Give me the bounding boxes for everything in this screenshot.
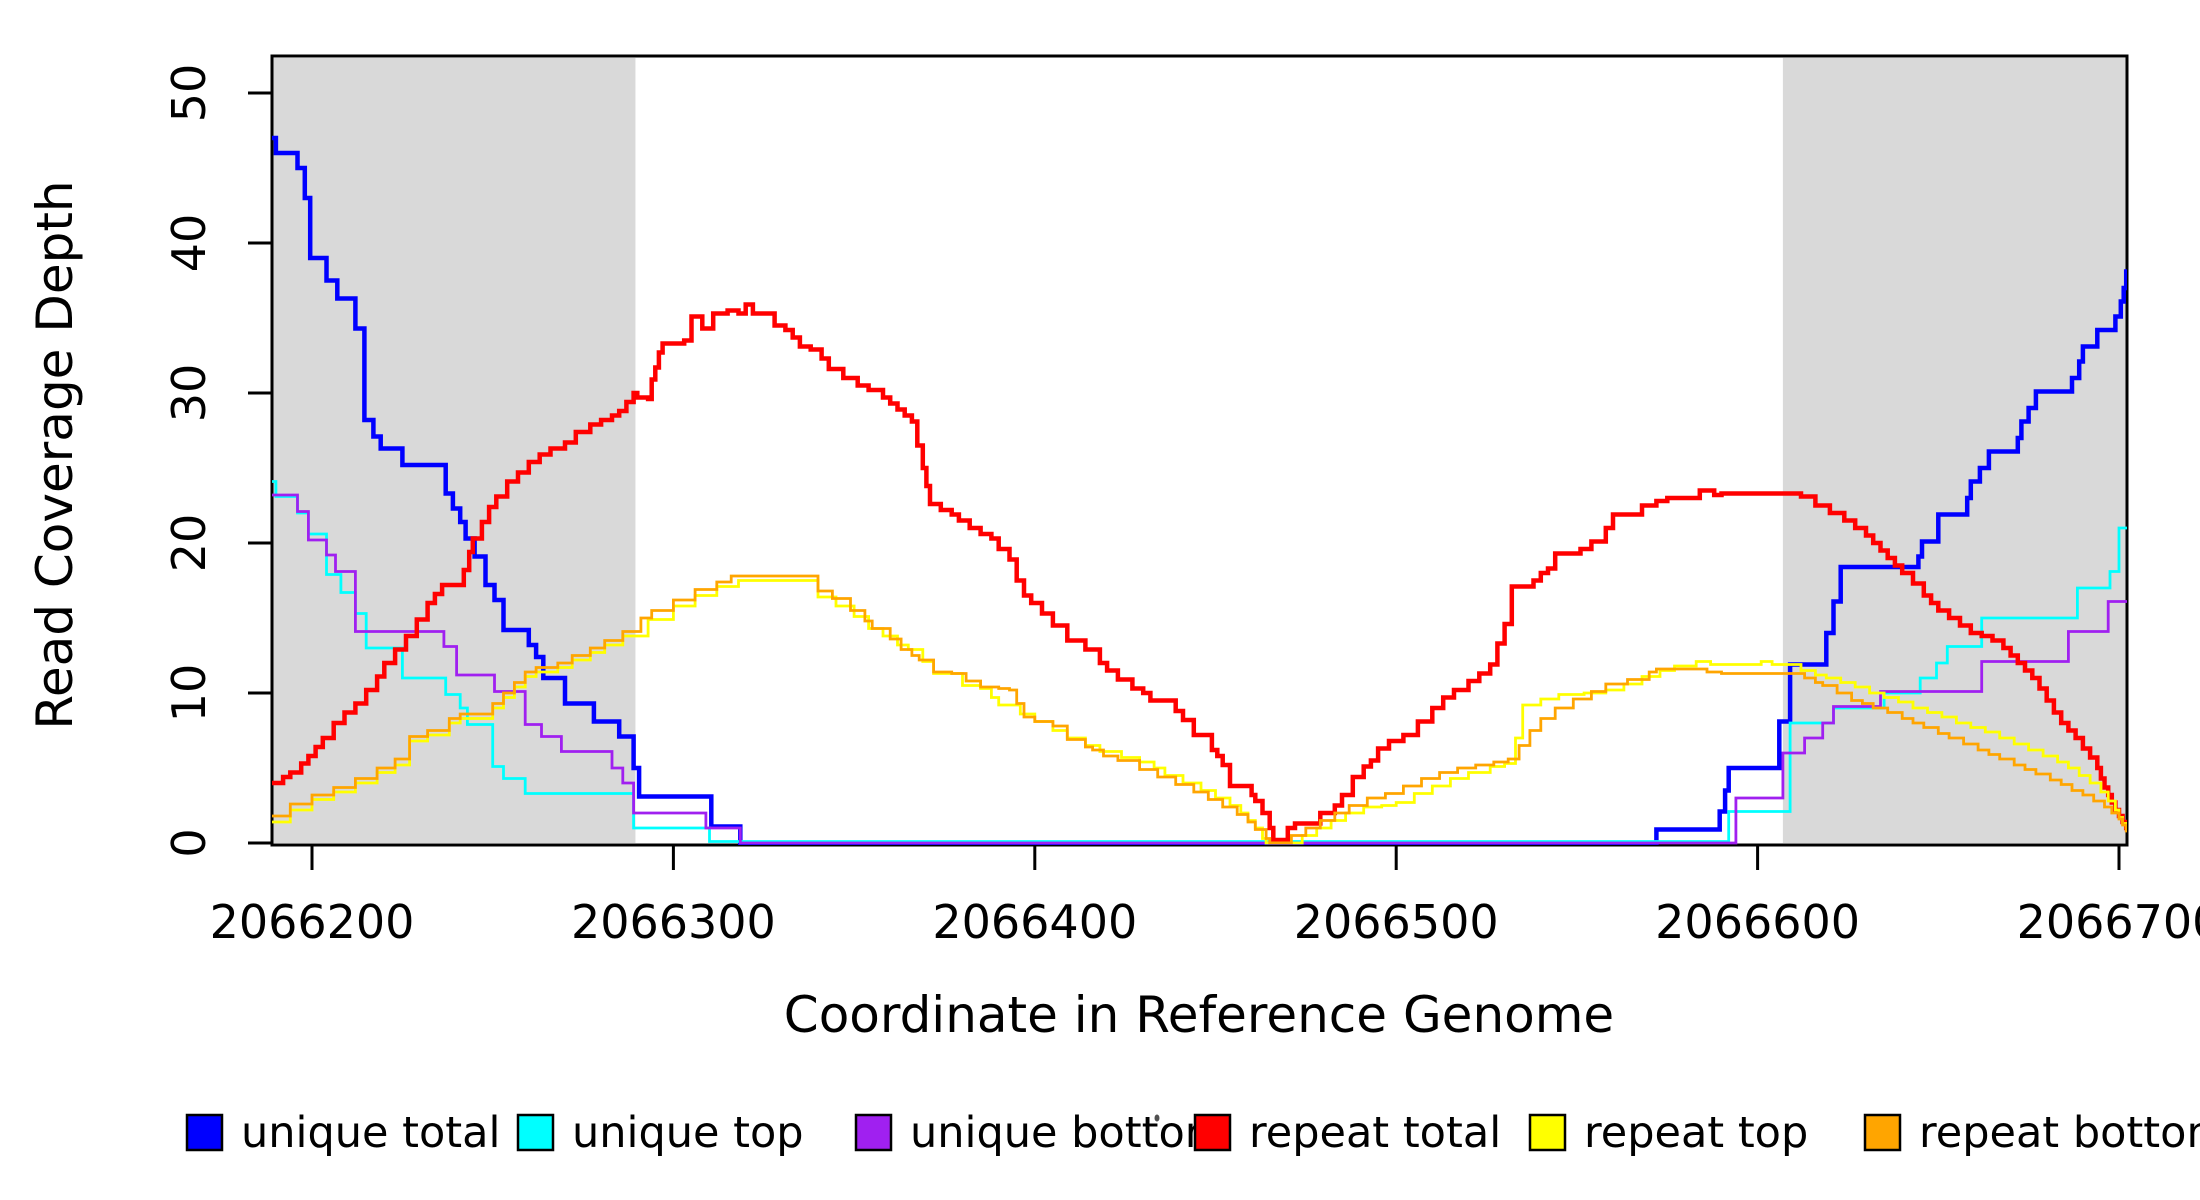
shaded-region-right-flank (1782, 58, 2128, 843)
legend-item-repeat-top: repeat top (1528, 1108, 1808, 1158)
series-line-repeat-total (272, 302, 2127, 843)
x-tick-label: 2066500 (1294, 895, 1499, 949)
legend-label: unique total (241, 1108, 500, 1158)
x-axis-title: Coordinate in Reference Genome (784, 986, 1614, 1044)
legend-swatch-unique-bottom-icon (854, 1113, 893, 1152)
x-tick-label: 2066200 (210, 895, 415, 949)
y-tick-label: 50 (162, 64, 216, 123)
series-lines (272, 135, 2127, 845)
legend-swatch-unique-total-icon (185, 1113, 224, 1152)
x-tick-label: 2066300 (571, 895, 776, 949)
legend-item-unique-top: unique top (516, 1108, 804, 1158)
legend-label: repeat top (1584, 1108, 1808, 1158)
series-line-repeat-bottom (272, 574, 2127, 845)
legend: unique total unique top unique bottom repea… (185, 1108, 2200, 1158)
legend-label: unique bottom (910, 1108, 1227, 1158)
shaded-regions (271, 58, 2128, 843)
stray-mark (1154, 1114, 1160, 1122)
legend-item-unique-total: unique total (185, 1108, 500, 1158)
y-tick-label: 20 (162, 514, 216, 573)
legend-swatch-repeat-total-icon (1193, 1113, 1232, 1152)
y-tick-label: 10 (162, 664, 216, 723)
legend-swatch-repeat-top-icon (1528, 1113, 1567, 1152)
legend-item-repeat-bottom: repeat bottom (1863, 1108, 2200, 1158)
x-tick-label: 2066600 (1655, 895, 1860, 949)
y-tick-label: 30 (162, 364, 216, 423)
legend-label: unique top (572, 1108, 804, 1158)
y-tick-label: 40 (162, 214, 216, 273)
legend-label: repeat bottom (1919, 1108, 2200, 1158)
y-axis-title: Read Coverage Depth (26, 180, 84, 729)
series-line-unique-bottom (272, 493, 2127, 845)
y-tick-label: 0 (162, 828, 216, 857)
legend-swatch-repeat-bottom-icon (1863, 1113, 1902, 1152)
legend-swatch-unique-top-icon (516, 1113, 555, 1152)
series-line-unique-top (272, 480, 2127, 843)
legend-item-unique-bottom: unique bottom (854, 1108, 1227, 1158)
legend-label: repeat total (1249, 1108, 1501, 1158)
axes: 2066200 2066300 2066400 2066500 2066600 20667… (162, 64, 2200, 949)
x-tick-label: 2066400 (932, 895, 1137, 949)
legend-item-repeat-total: repeat total (1193, 1108, 1501, 1158)
shaded-region-left-flank (271, 58, 636, 843)
